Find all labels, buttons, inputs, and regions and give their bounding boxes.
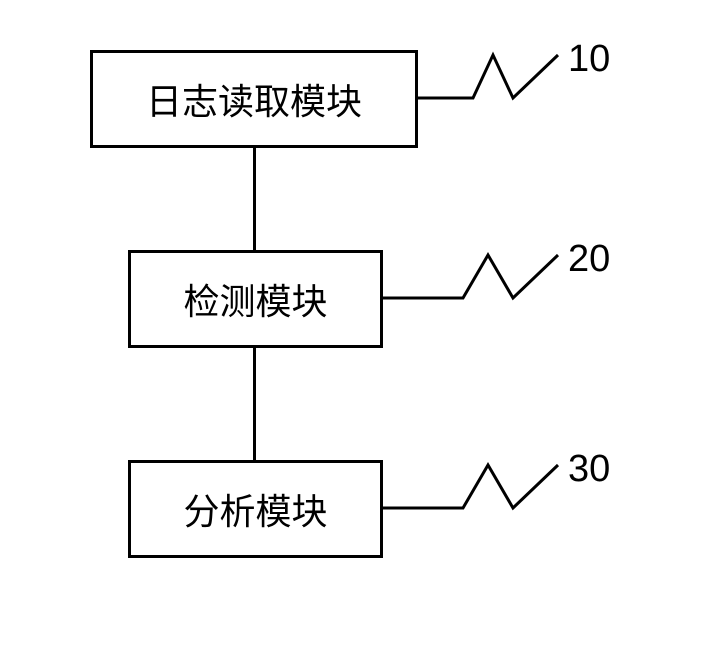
node-detection-module: 检测模块 [128,250,383,348]
ref-label-30: 30 [568,448,610,491]
zigzag-connector-20 [383,240,568,320]
edge-node1-node2 [253,148,256,250]
flowchart-diagram: 日志读取模块 检测模块 分析模块 10 20 30 [90,50,650,620]
zigzag-connector-10 [418,40,568,120]
node-log-reading-module: 日志读取模块 [90,50,418,148]
node-label: 检测模块 [183,273,327,325]
node-analysis-module: 分析模块 [128,460,383,558]
edge-node2-node3 [253,348,256,460]
ref-label-10: 10 [568,38,610,81]
zigzag-connector-30 [383,450,568,530]
node-label: 日志读取模块 [146,73,362,125]
node-label: 分析模块 [183,483,327,535]
ref-label-20: 20 [568,238,610,281]
